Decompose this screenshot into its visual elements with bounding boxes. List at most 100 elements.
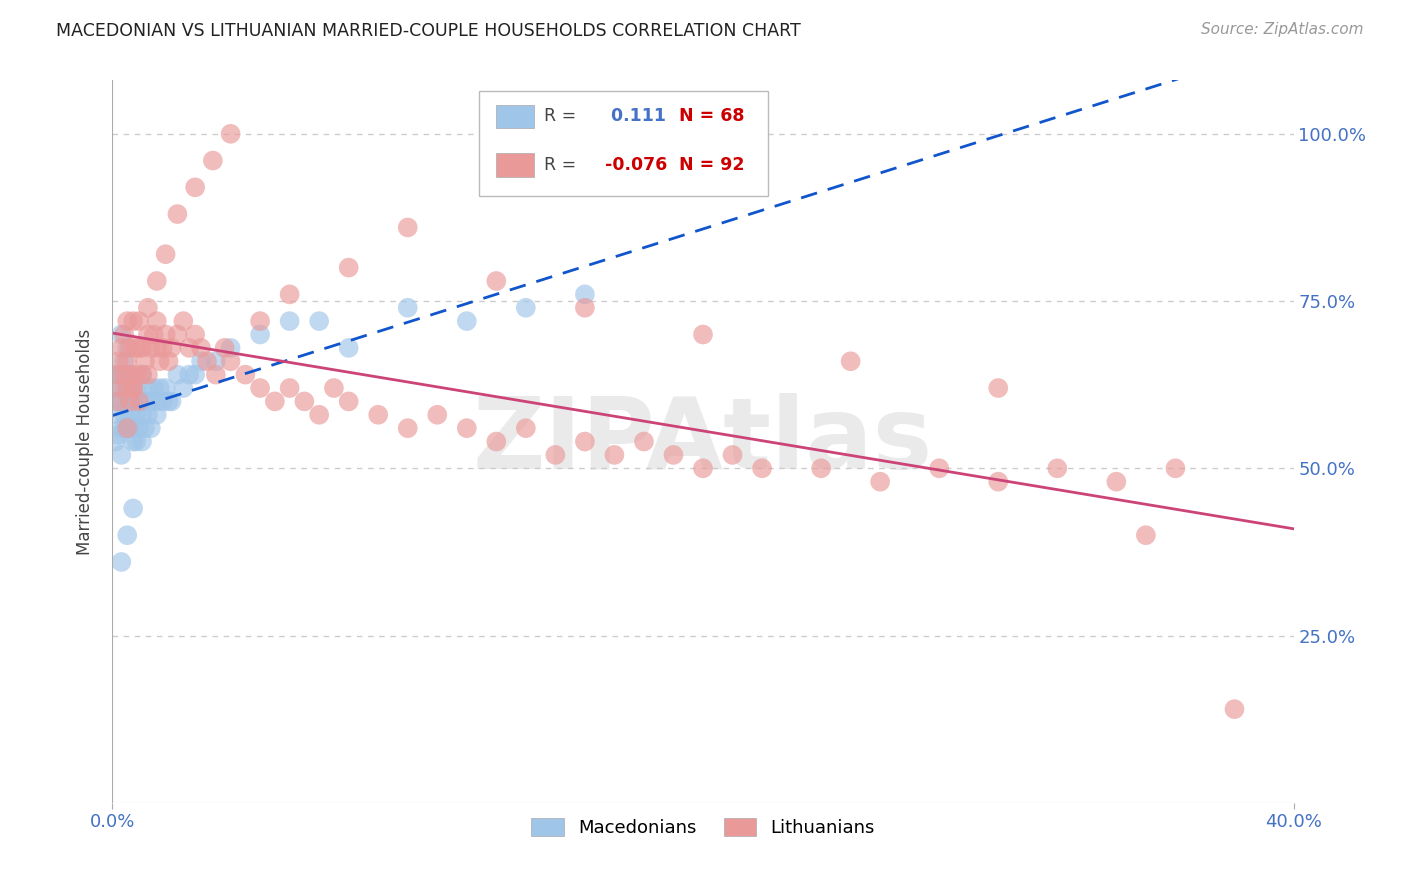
Point xyxy=(219,127,242,141)
Point xyxy=(122,501,145,516)
Point xyxy=(107,381,129,395)
Point xyxy=(131,368,153,382)
Point xyxy=(515,421,537,435)
Point xyxy=(122,421,145,435)
Point xyxy=(308,408,330,422)
Point xyxy=(142,327,165,342)
Point xyxy=(128,394,150,409)
Point xyxy=(122,381,145,395)
Point xyxy=(120,341,142,355)
Point xyxy=(149,381,172,395)
Point xyxy=(810,461,832,475)
Point xyxy=(131,408,153,422)
Point xyxy=(219,341,242,355)
Point xyxy=(110,368,132,382)
Point xyxy=(157,354,180,368)
Point xyxy=(120,368,142,382)
Point xyxy=(136,368,159,382)
Text: ZIPAtlas: ZIPAtlas xyxy=(472,393,934,490)
Point xyxy=(485,434,508,449)
Point xyxy=(337,341,360,355)
Point xyxy=(146,341,169,355)
Point xyxy=(142,381,165,395)
Point xyxy=(120,381,142,395)
FancyBboxPatch shape xyxy=(478,91,768,196)
Point xyxy=(152,394,174,409)
Point xyxy=(1164,461,1187,475)
Point xyxy=(107,394,129,409)
Point xyxy=(107,408,129,422)
Point xyxy=(751,461,773,475)
Point xyxy=(172,314,194,328)
Point xyxy=(110,555,132,569)
Point xyxy=(112,354,135,368)
Point xyxy=(1135,528,1157,542)
Point xyxy=(396,421,419,435)
Point xyxy=(120,408,142,422)
Point xyxy=(278,314,301,328)
Point xyxy=(122,381,145,395)
Point xyxy=(308,314,330,328)
Point xyxy=(122,381,145,395)
Point xyxy=(278,287,301,301)
Point xyxy=(839,354,862,368)
Point xyxy=(367,408,389,422)
Point xyxy=(1223,702,1246,716)
Point xyxy=(869,475,891,489)
Point xyxy=(117,341,138,355)
Point xyxy=(155,327,177,342)
Point xyxy=(128,421,150,435)
Point xyxy=(233,368,256,382)
Point xyxy=(136,327,159,342)
Point xyxy=(264,394,287,409)
Text: R =: R = xyxy=(544,156,581,174)
Point xyxy=(155,381,177,395)
Point xyxy=(1105,475,1128,489)
Text: N = 92: N = 92 xyxy=(679,156,745,174)
Point xyxy=(214,341,236,355)
Point xyxy=(323,381,346,395)
Point xyxy=(205,354,228,368)
Point xyxy=(249,381,271,395)
Point xyxy=(456,421,478,435)
Point xyxy=(122,394,145,409)
Point xyxy=(201,153,224,168)
Point xyxy=(134,394,156,409)
Point xyxy=(544,448,567,462)
Point xyxy=(692,327,714,342)
Point xyxy=(515,301,537,315)
Point xyxy=(117,354,138,368)
Point xyxy=(120,394,142,409)
Point xyxy=(117,421,138,435)
Point xyxy=(157,394,180,409)
Point xyxy=(662,448,685,462)
Point xyxy=(456,314,478,328)
Point xyxy=(120,368,142,382)
Point xyxy=(603,448,626,462)
Point xyxy=(172,381,194,395)
Text: -0.076: -0.076 xyxy=(605,156,668,174)
Point xyxy=(160,394,183,409)
Point xyxy=(112,368,135,382)
Point xyxy=(110,327,132,342)
Point xyxy=(125,381,148,395)
Point xyxy=(928,461,950,475)
Point xyxy=(179,368,201,382)
Point xyxy=(122,314,145,328)
Point xyxy=(987,475,1010,489)
Point xyxy=(117,394,138,409)
Point xyxy=(112,381,135,395)
Point xyxy=(110,448,132,462)
Point xyxy=(139,421,162,435)
Point xyxy=(128,341,150,355)
Point xyxy=(104,394,127,409)
Point xyxy=(292,394,315,409)
Point xyxy=(152,341,174,355)
Y-axis label: Married-couple Households: Married-couple Households xyxy=(76,328,94,555)
Point xyxy=(426,408,449,422)
Point xyxy=(131,434,153,449)
Point xyxy=(249,314,271,328)
Point xyxy=(155,247,177,261)
Point xyxy=(160,341,183,355)
Point xyxy=(125,341,148,355)
